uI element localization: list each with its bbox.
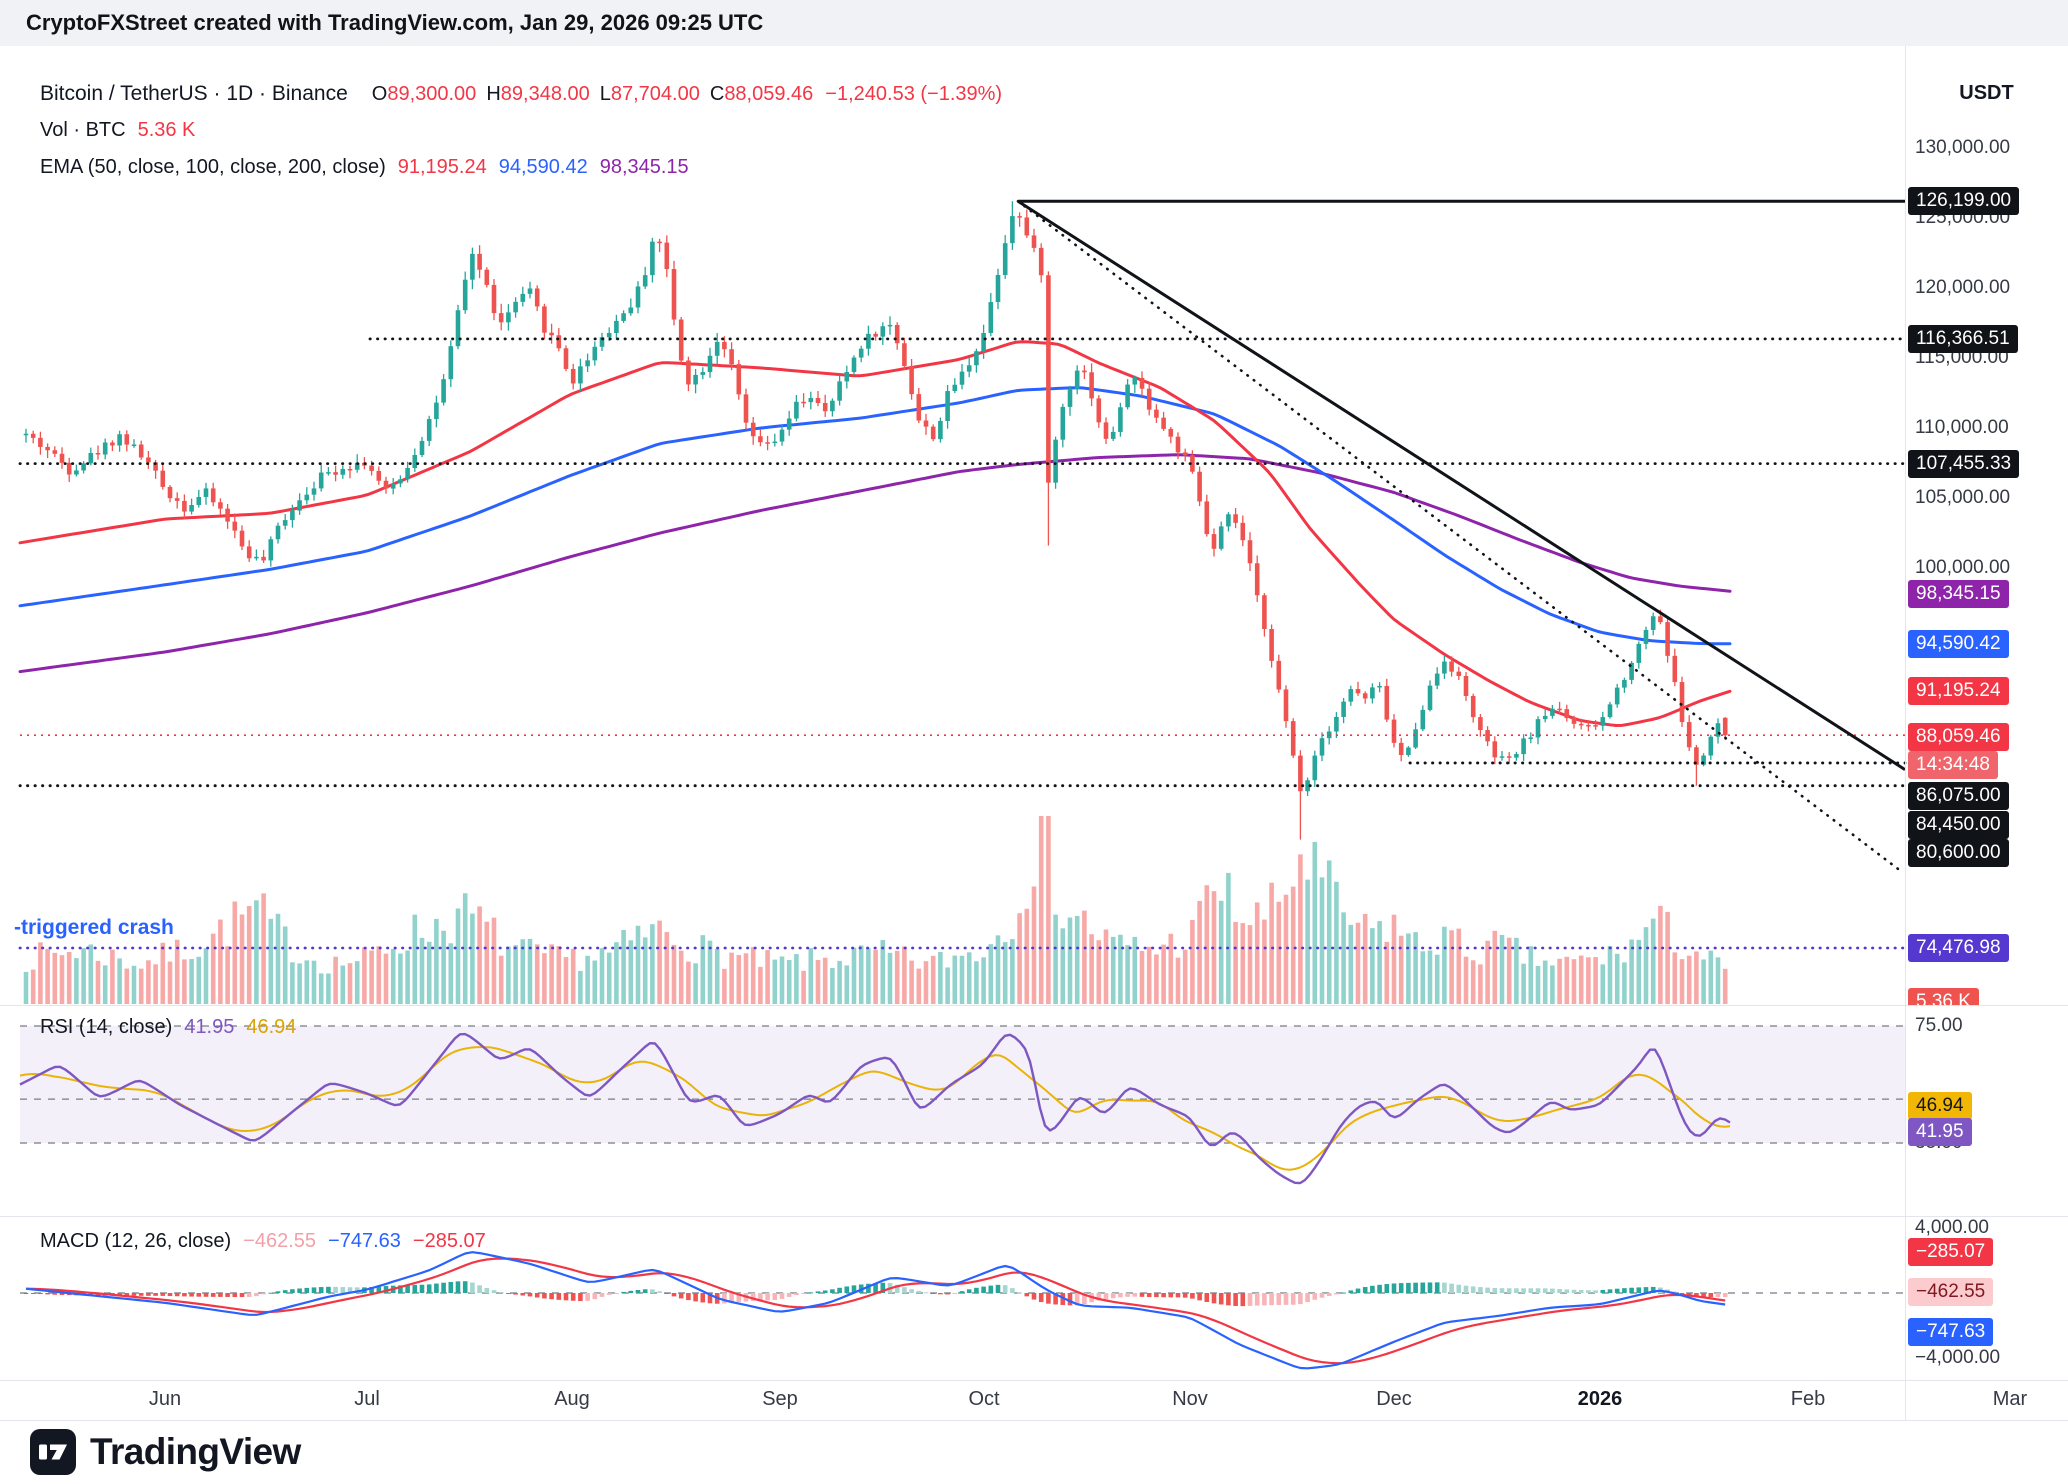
ema-legend[interactable]: EMA (50, close, 100, close, 200, close) 9… [40, 156, 689, 179]
price-axis-label: 105,000.00 [1915, 487, 2011, 508]
price-badge: 126,199.00 [1908, 187, 2020, 215]
price-badge: 91,195.24 [1908, 677, 2009, 705]
macd-signal-value: −285.07 [412, 1230, 486, 1252]
macd-axis-label: −4,000.00 [1915, 1347, 2001, 1368]
candlestick-series [23, 201, 1728, 840]
price-badge: 116,366.51 [1908, 325, 2018, 353]
time-axis-label: 2026 [1577, 1388, 1623, 1410]
time-axis-label: Jun [148, 1388, 182, 1410]
pane-divider[interactable] [0, 1005, 2068, 1006]
open-label: O [371, 83, 388, 105]
axis-divider [1905, 46, 1906, 1420]
macd-legend[interactable]: MACD (12, 26, close) −462.55 −747.63 −285.0… [40, 1230, 486, 1253]
price-badge: 86,075.00 [1908, 782, 2009, 810]
price-badge: 80,600.00 [1908, 839, 2009, 867]
axis-currency-label: USDT [1959, 82, 2014, 104]
volume-legend[interactable]: Vol · BTC 5.36 K [40, 119, 195, 142]
ema50-line [18, 340, 1732, 727]
volume-series [23, 816, 1728, 1004]
time-axis-label: Feb [1790, 1388, 1826, 1410]
rsi-ma-value: 46.94 [246, 1016, 297, 1038]
time-axis-label: Sep [762, 1388, 798, 1410]
macd-axis[interactable]: 4,000.00 −4,000.00 −285.07 −462.55 −747.63 [1905, 1216, 2068, 1380]
ema200-value: 98,345.15 [599, 156, 689, 178]
price-badge: 94,590.42 [1908, 630, 2009, 658]
price-badge: 107,455.33 [1908, 450, 2020, 478]
macd-badge: −462.55 [1908, 1278, 1994, 1306]
price-axis-label: 100,000.00 [1915, 557, 2011, 578]
rsi-badge: 41.95 [1908, 1118, 1972, 1146]
volume-value: 5.36 K [137, 119, 196, 141]
time-axis-label: Aug [554, 1388, 590, 1410]
ema100-value: 94,590.42 [498, 156, 588, 178]
crash-annotation[interactable]: -triggered crash [14, 916, 174, 939]
close-value: 88,059.46 [724, 83, 814, 105]
time-axis-label: Nov [1172, 1388, 1208, 1410]
price-axis-label: 110,000.00 [1915, 417, 2009, 438]
price-axis-label: 120,000.00 [1915, 277, 2011, 298]
high-label: H [486, 83, 501, 105]
price-axis[interactable]: 130,000.00 125,000.00 120,000.00 115,000.00… [1905, 46, 2068, 1005]
pane-divider [0, 1380, 2068, 1381]
volume-label: Vol · BTC [40, 119, 126, 141]
high-value: 89,348.00 [500, 83, 590, 105]
macd-title: MACD (12, 26, close) [40, 1230, 232, 1252]
rsi-title: RSI (14, close) [40, 1016, 173, 1038]
price-badge: 88,059.46 [1908, 723, 2009, 751]
change-value: −1,240.53 (−1.39%) [825, 83, 1003, 105]
price-badge: 74,476.98 [1908, 934, 2009, 962]
rsi-value: 41.95 [184, 1016, 235, 1038]
low-label: L [599, 83, 611, 105]
rsi-legend[interactable]: RSI (14, close) 41.95 46.94 [40, 1016, 296, 1039]
symbol-title[interactable]: Bitcoin / TetherUS · 1D · Binance [40, 82, 348, 105]
macd-line [25, 1251, 1726, 1370]
tradingview-logo-icon[interactable] [30, 1429, 76, 1475]
price-badge: 14:34:48 [1908, 751, 1998, 779]
ema100-line [18, 386, 1732, 646]
macd-signal-line [25, 1257, 1726, 1365]
macd-badge: −285.07 [1908, 1238, 1994, 1266]
open-value: 89,300.00 [387, 83, 477, 105]
low-value: 87,704.00 [610, 83, 700, 105]
rsi-line [19, 1032, 1731, 1185]
tradingview-footer: TradingView [30, 1428, 301, 1476]
ema50-value: 91,195.24 [397, 156, 487, 178]
price-badge: 84,450.00 [1908, 811, 2009, 839]
price-axis-label: 130,000.00 [1915, 137, 2011, 158]
macd-line-value: −747.63 [328, 1230, 401, 1252]
time-axis-label: Jul [354, 1388, 380, 1410]
pane-divider[interactable] [0, 1216, 2068, 1217]
chart-bottom-border [0, 1420, 2068, 1421]
macd-hist-value: −462.55 [243, 1230, 317, 1252]
macd-axis-label: 4,000.00 [1915, 1217, 1989, 1238]
time-axis-label: Mar [1992, 1388, 2028, 1410]
ema-label: EMA (50, close, 100, close, 200, close) [40, 156, 386, 178]
time-axis-label: Oct [968, 1388, 1000, 1410]
trendlines[interactable] [1016, 199, 1906, 872]
rsi-badge: 46.94 [1908, 1092, 1972, 1120]
attribution-text: CryptoFXStreet created with TradingView.… [26, 10, 764, 35]
rsi-axis-label: 75.00 [1915, 1015, 1963, 1036]
macd-badge: −747.63 [1908, 1318, 1994, 1346]
price-badge: 5.36 K [1908, 988, 1979, 1005]
close-label: C [709, 83, 725, 105]
time-axis-label: Dec [1376, 1388, 1412, 1410]
time-axis[interactable]: Jun Jul Aug Sep Oct Nov Dec 2026 Feb Mar [0, 1380, 2068, 1420]
price-level-lines[interactable] [18, 199, 1907, 950]
attribution-bar: CryptoFXStreet created with TradingView.… [0, 0, 2068, 46]
ema200-line [18, 453, 1732, 674]
tradingview-wordmark[interactable]: TradingView [90, 1431, 301, 1472]
price-badge: 98,345.15 [1908, 580, 2009, 608]
symbol-legend[interactable]: Bitcoin / TetherUS · 1D · Binance O89,300… [40, 82, 1002, 106]
